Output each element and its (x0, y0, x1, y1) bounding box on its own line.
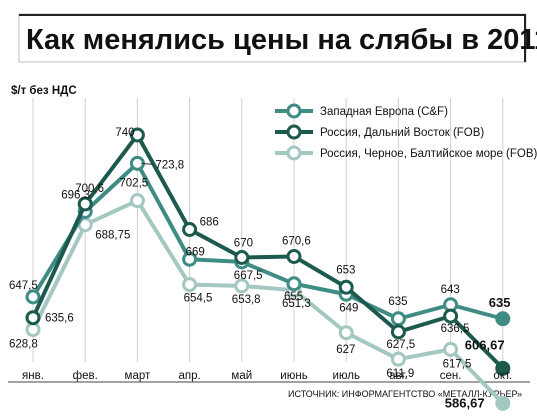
value-label-s2-7: 611,9 (386, 368, 414, 380)
value-label-s0-4: 667,5 (234, 270, 263, 282)
x-tick-label-2: март (125, 370, 151, 382)
value-label-s0-1: 696,3 (61, 189, 90, 201)
series-1-point-8 (443, 308, 459, 324)
value-label-s2-9: 586,67 (445, 395, 485, 410)
x-tick-label-0: янв. (22, 370, 44, 382)
series-2-point-8 (443, 341, 459, 357)
x-tick-label-9: окт. (493, 370, 512, 382)
value-label-s1-9: 606,67 (465, 337, 505, 352)
series-1-point-2 (129, 127, 145, 143)
series-0-point-7 (390, 311, 406, 327)
value-label-s0-0: 647,5 (9, 280, 38, 292)
value-label-s1-6: 653 (336, 264, 355, 276)
x-tick-label-5: июнь (280, 370, 307, 382)
series-1-point-4 (234, 250, 250, 265)
x-tick-label-6: июль (332, 370, 360, 382)
series-layer (25, 127, 511, 411)
grid-layer (8, 98, 530, 383)
value-label-s0-8: 643 (441, 284, 460, 296)
value-label-s0-7: 635 (388, 296, 407, 308)
series-line-2 (31, 198, 505, 405)
x-tick-label-4: май (231, 370, 252, 382)
series-2-point-6 (338, 325, 354, 341)
value-label-s1-3: 686 (200, 217, 219, 229)
series-0-point-3 (182, 251, 198, 267)
legend-label-0: Западная Европа (C&F) (320, 106, 448, 118)
value-label-s2-4: 653,8 (232, 294, 261, 306)
label-leader-723 (141, 162, 154, 165)
legend-label-2: Россия, Черное, Балтийское море (FOB) (320, 148, 537, 160)
value-label-s1-2: 740 (115, 127, 134, 139)
x-tick-label-7: авг. (389, 370, 408, 382)
x-tick-label-8: сен. (440, 370, 462, 382)
legend-swatch-marker-1 (286, 124, 302, 140)
series-2-point-7 (390, 351, 406, 367)
series-2-point-3 (182, 277, 198, 293)
value-label-s1-1: 700,6 (75, 183, 104, 195)
y-unit-label: $/т без НДС (11, 85, 77, 97)
value-label-s0-2: 723,8 (155, 159, 184, 171)
value-label-s0-9: 635 (489, 295, 511, 310)
value-label-s1-7: 627,5 (386, 339, 415, 351)
value-label-s2-8: 617,5 (443, 358, 472, 370)
value-label-s2-0: 628,8 (9, 339, 38, 351)
series-2-point-4 (234, 278, 250, 294)
series-1-point-6 (338, 279, 354, 295)
value-label-s2-2: 702,5 (119, 178, 148, 190)
legend-swatch-marker-2 (286, 145, 302, 161)
value-label-s1-0: 635,6 (45, 313, 74, 325)
series-1-point-9 (495, 360, 511, 376)
value-label-layer: 647,5 696,3 723,8 669 667,5 655 649 635 643 635 63… (9, 127, 511, 410)
legend-swatch-marker-0 (286, 103, 302, 119)
series-2-point-9 (495, 395, 511, 411)
value-label-s0-3: 669 (186, 246, 205, 258)
x-tick-label-3: апр. (178, 370, 200, 382)
title-top-rule (19, 14, 526, 16)
x-tick-layer: янв. фев. март апр. май июнь июль авг. сен. окт. (22, 370, 512, 382)
series-line-1 (31, 133, 505, 370)
series-1-point-7 (390, 324, 406, 340)
source-note: ИСТОЧНИК: ИНФОРМАГЕНТСТВО «МЕТАЛЛ-КУРЬЕР… (288, 389, 522, 399)
legend-label-1: Россия, Дальний Восток (FOB) (320, 127, 484, 139)
chart-title: Как менялись цены на слябы в 2011 г. (26, 24, 537, 56)
series-1-point-1 (77, 196, 93, 212)
value-label-s0-5: 655 (284, 291, 303, 303)
series-1-point-3 (182, 222, 198, 237)
x-tick-label-1: фев. (73, 370, 98, 382)
value-label-s2-6: 627 (336, 344, 355, 356)
value-label-s1-4: 670 (234, 238, 253, 250)
value-label-s2-1: 688,75 (95, 230, 130, 242)
series-2-point-2 (129, 193, 145, 209)
legend: Западная Европа (C&F) Россия, Дальний Вос… (275, 103, 537, 161)
title-right-rule (524, 14, 526, 62)
series-0-point-5 (286, 276, 302, 292)
title-background (0, 0, 537, 64)
value-label-s1-5: 670,6 (282, 235, 311, 247)
value-label-s0-6: 649 (339, 302, 358, 314)
series-line-0 (31, 161, 504, 321)
series-1-point-5 (286, 248, 302, 264)
series-2-point-0 (25, 322, 41, 338)
series-1-point-0 (25, 310, 41, 326)
series-0-point-0 (25, 289, 41, 305)
value-label-s2-5: 651,3 (282, 298, 311, 310)
value-label-s2-3: 654,5 (184, 293, 213, 305)
value-label-s1-8: 636,5 (441, 323, 470, 335)
title-box (18, 13, 527, 63)
series-0-point-9 (495, 311, 511, 327)
